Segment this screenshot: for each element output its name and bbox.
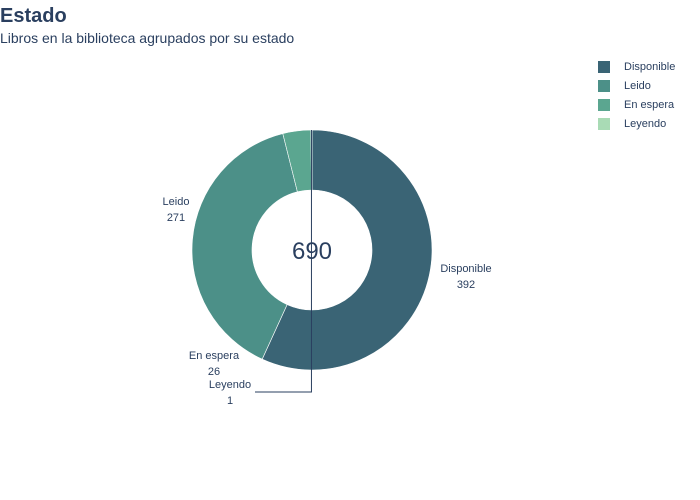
legend-label-leido: Leido	[624, 79, 651, 92]
legend-item-en-espera[interactable]: En espera	[598, 95, 698, 114]
slice-value-en-espera: 26	[208, 366, 220, 378]
slice-disponible[interactable]	[261, 129, 433, 371]
legend-label-en-espera: En espera	[624, 98, 675, 111]
legend-item-disponible[interactable]: Disponible	[598, 57, 698, 76]
legend-swatch-leido	[598, 79, 610, 92]
legend-swatch-leyendo	[598, 117, 610, 130]
slice-label-leyendo: Leyendo	[209, 379, 251, 391]
donut-slices	[191, 129, 433, 371]
legend-swatch-en-espera	[598, 98, 610, 111]
slice-label-leido: Leido	[163, 196, 190, 208]
legend-swatch-disponible	[598, 60, 610, 73]
slice-value-leyendo: 1	[227, 395, 233, 407]
label-leaders	[255, 130, 312, 393]
slice-value-disponible: 392	[457, 279, 475, 291]
legend: Disponible Leido En espera Leyendo	[598, 57, 698, 133]
leader-line-leyendo	[255, 130, 312, 393]
slice-label-en-espera: En espera	[189, 350, 240, 362]
chart-title: Estado	[0, 5, 67, 27]
legend-item-leyendo[interactable]: Leyendo	[598, 114, 698, 133]
center-total: 690	[292, 238, 332, 265]
slice-label-disponible: Disponible	[440, 263, 491, 275]
legend-item-leido[interactable]: Leido	[598, 76, 698, 95]
legend-label-leyendo: Leyendo	[624, 117, 667, 130]
slice-leido[interactable]	[191, 133, 298, 360]
chart-subtitle: Libros en la biblioteca agrupados por su…	[0, 30, 295, 46]
slice-value-leido: 271	[167, 212, 185, 224]
legend-label-disponible: Disponible	[624, 60, 676, 73]
